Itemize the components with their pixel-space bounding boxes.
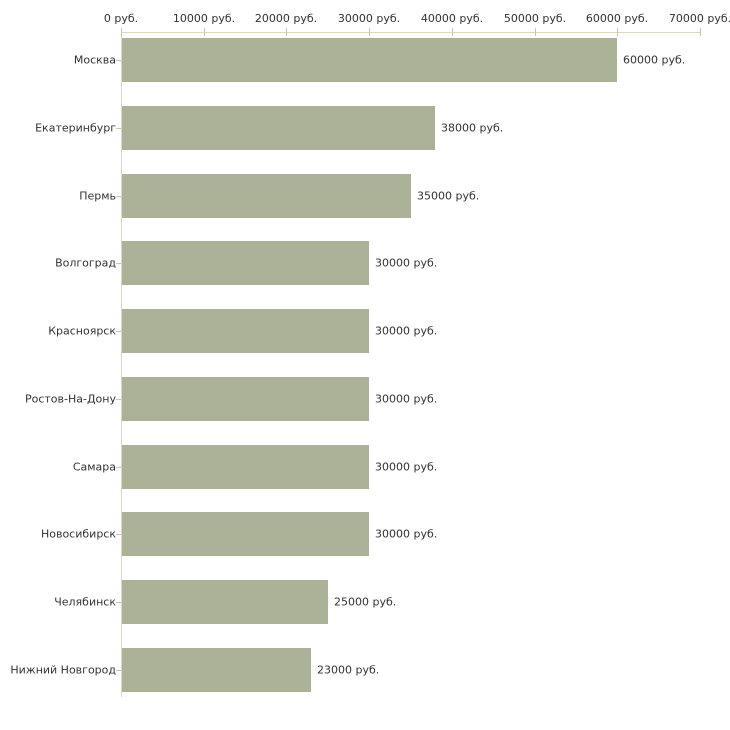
bar [122, 512, 369, 556]
category-label: Челябинск [54, 595, 116, 609]
category-label: Волгоград [55, 256, 116, 270]
bar [122, 377, 369, 421]
category-label: Нижний Новгород [10, 663, 116, 677]
value-label: 30000 руб. [375, 392, 438, 406]
x-tick-mark [700, 28, 701, 36]
y-tick-mark [116, 602, 121, 603]
x-axis-line [121, 32, 700, 33]
y-tick-mark [116, 399, 121, 400]
x-tick-mark [535, 28, 536, 36]
bar [122, 648, 311, 692]
bar [122, 580, 328, 624]
x-tick-label: 0 руб. [103, 12, 139, 25]
value-label: 60000 руб. [623, 53, 686, 67]
bar [122, 174, 411, 218]
x-tick-label: 60000 руб. [585, 12, 649, 25]
y-tick-mark [116, 263, 121, 264]
category-label: Ростов-На-Дону [24, 392, 116, 406]
x-tick-label: 50000 руб. [503, 12, 567, 25]
value-label: 38000 руб. [441, 121, 504, 135]
value-label: 30000 руб. [375, 460, 438, 474]
x-tick-label: 20000 руб. [254, 12, 318, 25]
y-tick-mark [116, 196, 121, 197]
value-label: 30000 руб. [375, 256, 438, 270]
bar [122, 241, 369, 285]
bar [122, 38, 617, 82]
x-tick-label: 10000 руб. [172, 12, 236, 25]
category-label: Самара [72, 460, 116, 474]
y-tick-mark [116, 670, 121, 671]
category-label: Новосибирск [40, 527, 116, 541]
x-tick-mark [617, 28, 618, 36]
value-label: 25000 руб. [334, 595, 397, 609]
x-tick-mark [204, 28, 205, 36]
x-tick-mark [452, 28, 453, 36]
value-label: 23000 руб. [317, 663, 380, 677]
value-label: 30000 руб. [375, 527, 438, 541]
y-tick-mark [116, 128, 121, 129]
y-tick-mark [116, 534, 121, 535]
category-label: Екатеринбург [35, 121, 116, 135]
bar [122, 106, 435, 150]
value-label: 30000 руб. [375, 324, 438, 338]
x-tick-label: 70000 руб. [668, 12, 730, 25]
x-tick-label: 30000 руб. [337, 12, 401, 25]
category-label: Пермь [79, 189, 116, 203]
value-label: 35000 руб. [417, 189, 480, 203]
y-tick-mark [116, 467, 121, 468]
y-tick-mark [116, 331, 121, 332]
bar [122, 309, 369, 353]
x-tick-mark [286, 28, 287, 36]
category-label: Москва [73, 53, 116, 67]
x-tick-mark [369, 28, 370, 36]
y-tick-mark [116, 60, 121, 61]
y-axis-line [121, 32, 122, 697]
category-label: Красноярск [48, 324, 116, 338]
x-tick-mark [121, 28, 122, 36]
x-tick-label: 40000 руб. [420, 12, 484, 25]
bar [122, 445, 369, 489]
